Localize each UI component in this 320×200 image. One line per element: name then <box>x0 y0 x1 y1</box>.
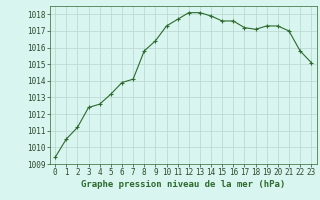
X-axis label: Graphe pression niveau de la mer (hPa): Graphe pression niveau de la mer (hPa) <box>81 180 285 189</box>
